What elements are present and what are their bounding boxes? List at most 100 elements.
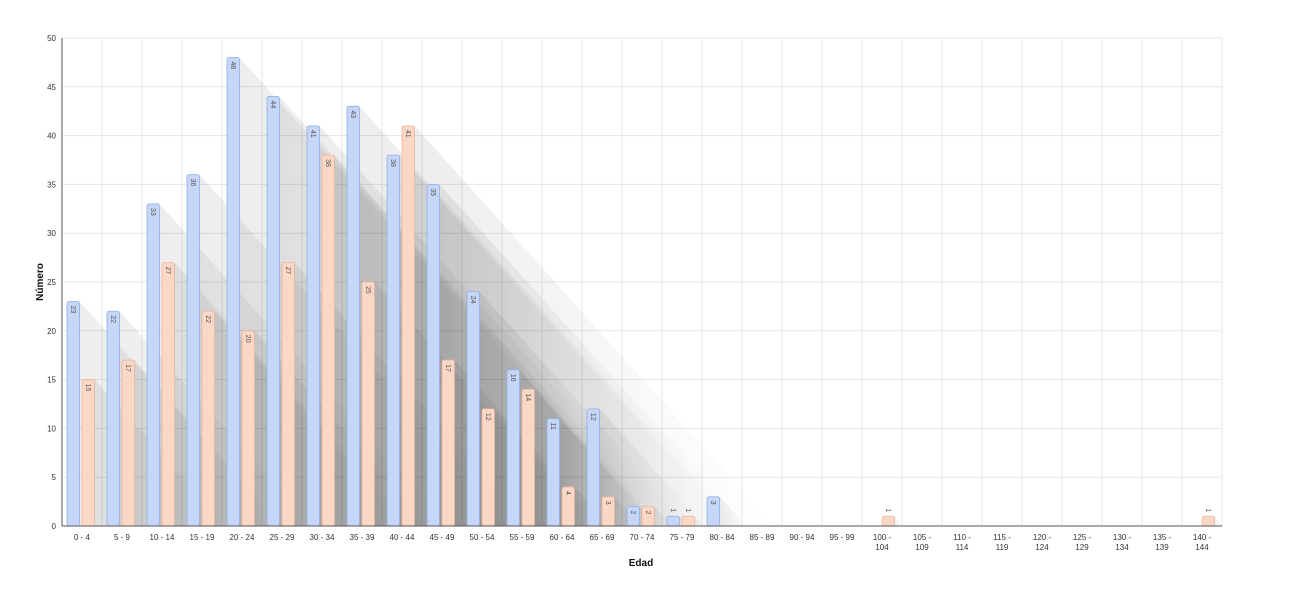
bar: [401, 125, 415, 527]
data-label: 1: [1204, 508, 1211, 512]
data-label: 2: [629, 510, 636, 514]
data-label: 23: [69, 306, 76, 314]
data-label: 20: [244, 335, 251, 343]
x-tick-label: 65 - 69: [590, 533, 615, 542]
x-tick-label: 50 - 54: [470, 533, 495, 542]
x-tick-label: 85 - 89: [750, 533, 775, 542]
bar-shadow: [1214, 516, 1224, 526]
bar: [266, 96, 280, 527]
y-tick-label: 30: [47, 229, 56, 238]
data-label: 1: [669, 508, 676, 512]
bar: [626, 506, 640, 527]
data-labels: 2322333648444143383524161112213151727222…: [69, 62, 1211, 515]
data-label: 4: [564, 491, 571, 495]
data-label: 35: [429, 188, 436, 196]
x-tick-label: 10 - 14: [150, 533, 175, 542]
data-label: 14: [524, 393, 531, 401]
bar: [226, 57, 240, 527]
x-tick-label: 135 -139: [1153, 533, 1172, 552]
y-tick-label: 45: [47, 83, 56, 92]
data-label: 22: [204, 315, 211, 323]
bar-shadow: [574, 486, 610, 526]
bar: [361, 281, 375, 527]
x-tick-label: 115 -119: [993, 533, 1011, 552]
x-tick-label: 100 -104: [873, 533, 892, 552]
data-label: 16: [509, 374, 516, 382]
data-label: 22: [109, 315, 116, 323]
bar: [481, 408, 495, 527]
bars: [66, 57, 1215, 527]
data-label: 43: [349, 110, 356, 118]
data-label: 41: [404, 130, 411, 138]
x-tick-label: 120 -124: [1033, 533, 1052, 552]
x-tick-label: 70 - 74: [630, 533, 655, 542]
bar: [426, 183, 440, 527]
bar: [146, 203, 160, 527]
y-tick-label: 25: [47, 278, 56, 287]
bar: [681, 515, 695, 527]
bar: [506, 369, 520, 527]
data-label: 11: [549, 423, 556, 430]
data-label: 38: [389, 159, 396, 167]
bar: [161, 262, 175, 527]
y-axis-title: Número: [35, 263, 46, 301]
axes: 0 5 10 15 20 25 30 35 40 45 50 0 - 4 5 - 9 10 - 14 15 …: [47, 34, 1222, 552]
data-label: 2: [644, 510, 651, 514]
data-label: 33: [149, 208, 156, 216]
data-label: 15: [84, 384, 91, 392]
x-axis-title: Edad: [629, 558, 653, 569]
bar: [1201, 515, 1215, 527]
bar: [586, 408, 600, 527]
data-label: 3: [604, 501, 611, 505]
data-label: 17: [444, 364, 451, 372]
y-tick-label: 5: [52, 473, 57, 482]
x-tick-label: 140 -144: [1193, 533, 1212, 552]
data-label: 1: [684, 508, 691, 512]
bar-shadow: [694, 516, 704, 526]
x-tick-label: 130 -134: [1113, 533, 1132, 552]
bar: [281, 262, 295, 527]
bar: [521, 388, 535, 527]
bar: [466, 291, 480, 527]
x-tick-label: 15 - 19: [190, 533, 215, 542]
data-label: 25: [364, 286, 371, 294]
bar: [386, 154, 400, 527]
bar: [666, 515, 680, 527]
y-tick-label: 40: [47, 132, 56, 141]
data-label: 12: [484, 413, 491, 421]
y-tick-label: 50: [47, 34, 56, 43]
bar: [321, 154, 335, 527]
x-tick-label: 80 - 84: [710, 533, 735, 542]
y-tick-label: 15: [47, 376, 56, 385]
x-tick-label: 75 - 79: [670, 533, 695, 542]
data-label: 3: [709, 501, 716, 505]
data-label: 44: [269, 101, 276, 109]
x-tick-label: 55 - 59: [510, 533, 535, 542]
x-tick-label: 110 -114: [953, 533, 971, 552]
data-label: 27: [284, 266, 291, 274]
x-tick-label: 35 - 39: [350, 533, 375, 542]
x-tick-label: 45 - 49: [430, 533, 455, 542]
data-label: 1: [884, 508, 891, 512]
bar: [546, 418, 560, 527]
x-tick-label: 125 -129: [1073, 533, 1092, 552]
bar: [641, 506, 655, 527]
bar: [81, 379, 95, 527]
x-tick-label: 20 - 24: [230, 533, 255, 542]
bar: [66, 301, 80, 527]
y-tick-label: 10: [47, 424, 56, 433]
data-label: 36: [189, 179, 196, 187]
data-label: 24: [469, 296, 476, 304]
y-tick-label: 0: [52, 522, 57, 531]
bar: [106, 310, 120, 527]
y-tick-label: 35: [47, 180, 56, 189]
y-tick-label: 20: [47, 327, 56, 336]
x-tick-label: 30 - 34: [310, 533, 335, 542]
bar: [241, 330, 255, 527]
bar: [346, 105, 360, 527]
x-tick-label: 105 -109: [913, 533, 932, 552]
bar: [121, 359, 135, 527]
data-label: 48: [229, 62, 236, 70]
data-label: 41: [309, 130, 316, 138]
